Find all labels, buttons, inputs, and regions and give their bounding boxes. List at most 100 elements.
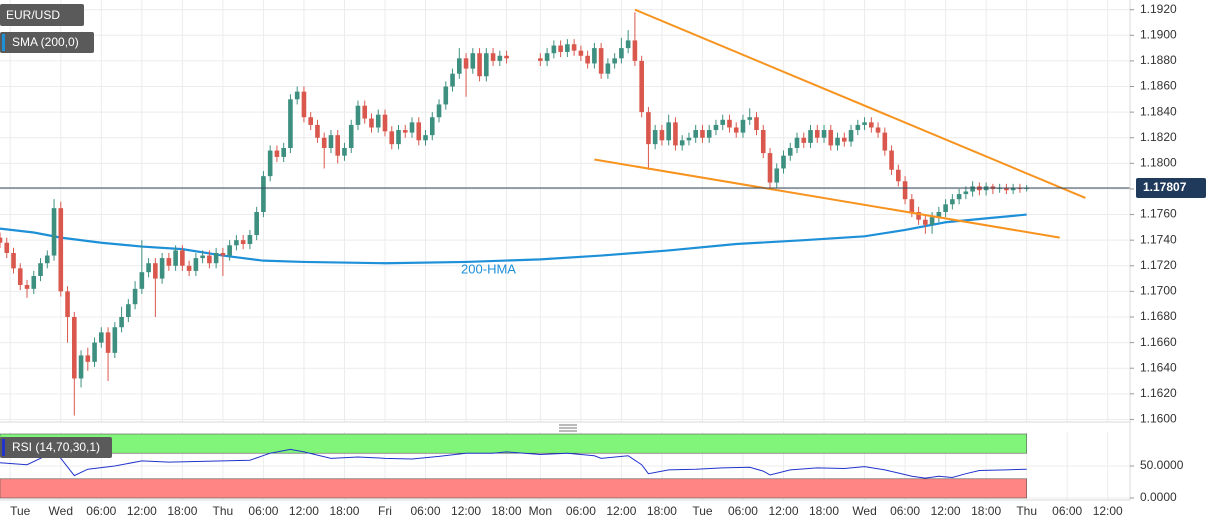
candle-body [747, 117, 753, 120]
candle-body [436, 104, 442, 118]
candle-body [875, 127, 881, 133]
candle-body [308, 117, 313, 125]
candle-body [220, 252, 226, 256]
candle-body [301, 91, 307, 118]
candle-body [740, 119, 746, 133]
candle-body [869, 122, 874, 128]
candle-body [44, 255, 50, 264]
y-tick-label: 1.1820 [1140, 130, 1177, 144]
candle-body [963, 191, 969, 195]
symbol-box[interactable] [0, 4, 84, 26]
candle-body [4, 242, 10, 253]
candle-body [612, 58, 617, 64]
rsi-band [0, 433, 1027, 454]
candle-body [423, 135, 428, 141]
candle-body [943, 204, 948, 212]
candle-body [733, 127, 739, 133]
x-tick-label: 18:00 [971, 504, 1001, 518]
candle-body [713, 124, 719, 131]
y-tick-label: 1.1620 [1140, 386, 1177, 400]
candle-body [105, 332, 111, 353]
labels: Tue Wed 06:00 12:00 18:00 Thu 06:00 12:00 18:00 F… [10, 2, 1206, 518]
y-tick-label: 1.1920 [1140, 2, 1177, 16]
candle-body [652, 130, 658, 145]
x-tick-label: 06:00 [411, 504, 441, 518]
last-price-label: 1.17807 [1143, 180, 1187, 194]
candle-body [585, 55, 590, 64]
candle-body [456, 58, 462, 74]
candle-body [828, 130, 834, 146]
x-tick-label: Thu [213, 504, 234, 518]
x-tick-label: 18:00 [167, 504, 197, 518]
y-tick-label: 50.0000 [1140, 458, 1184, 472]
panel-handle[interactable] [559, 424, 577, 432]
candle-body [774, 168, 780, 183]
candle-body [132, 288, 138, 305]
y-tick-label: 1.1840 [1140, 104, 1177, 118]
candle-body [227, 245, 232, 256]
trend-line [594, 158, 1060, 239]
symbol-title: EUR/USD [6, 8, 60, 22]
x-tick-label: 18:00 [492, 504, 522, 518]
candle-body [396, 130, 401, 145]
candle-body [781, 155, 786, 169]
indicator-label: SMA (200,0) [12, 35, 79, 49]
x-tick-label: 06:00 [1052, 504, 1082, 518]
candle-body [760, 130, 766, 154]
candle-body [85, 355, 91, 362]
candle-body [58, 208, 64, 292]
candle-body [706, 130, 712, 138]
candle-body [355, 105, 361, 125]
x-tick-label: 18:00 [809, 504, 839, 518]
last-price-box [1136, 178, 1206, 199]
x-tick-label: 06:00 [566, 504, 596, 518]
indicator-swatch [2, 34, 5, 51]
x-tick-label: Wed [49, 504, 73, 518]
candle-body [477, 53, 482, 77]
candle-body [1004, 187, 1009, 191]
x-tick-label: 06:00 [248, 504, 278, 518]
candle-body [551, 45, 557, 54]
x-tick-label: 12:00 [606, 504, 636, 518]
candle-body [288, 99, 293, 148]
candle-body [159, 258, 165, 279]
candle-body [673, 122, 678, 146]
candle-body [99, 332, 104, 343]
candle-body [92, 342, 97, 362]
y-tick-label: 1.1760 [1140, 207, 1177, 221]
x-tick-label: Tue [692, 504, 713, 518]
candle-body [950, 199, 955, 205]
candle-body [267, 150, 273, 177]
candle-body [348, 124, 354, 148]
candle-body [153, 263, 158, 279]
indicator-box[interactable] [0, 32, 94, 53]
candle-body [126, 304, 131, 317]
rsi-bands [0, 433, 1027, 499]
candle-body [821, 130, 827, 138]
y-tick-label: 1.1880 [1140, 53, 1177, 67]
x-tick-label: 06:00 [890, 504, 920, 518]
x-tick-label: 18:00 [647, 504, 677, 518]
x-tick-label: 12:00 [127, 504, 157, 518]
candle-body [970, 186, 975, 192]
y-tick-label: 0.0000 [1140, 490, 1177, 504]
rsi-swatch [2, 439, 5, 456]
y-tick-label: 1.1740 [1140, 232, 1177, 246]
candle-body [180, 250, 185, 266]
candle-body [375, 114, 381, 128]
candle-body [281, 147, 286, 157]
candle-body [882, 132, 888, 151]
candle-body [484, 53, 489, 77]
y-tick-label: 1.1640 [1140, 360, 1177, 374]
candle-body [727, 119, 732, 128]
candle-body [274, 150, 280, 157]
candle-body [443, 86, 449, 105]
candle-body [700, 130, 705, 138]
candle-body [929, 217, 935, 225]
candle-body [646, 112, 651, 145]
candle-body [754, 117, 759, 131]
rsi-box[interactable] [0, 437, 112, 458]
candle-body [38, 263, 43, 277]
candle-body [24, 284, 30, 289]
candle-body [679, 140, 685, 146]
